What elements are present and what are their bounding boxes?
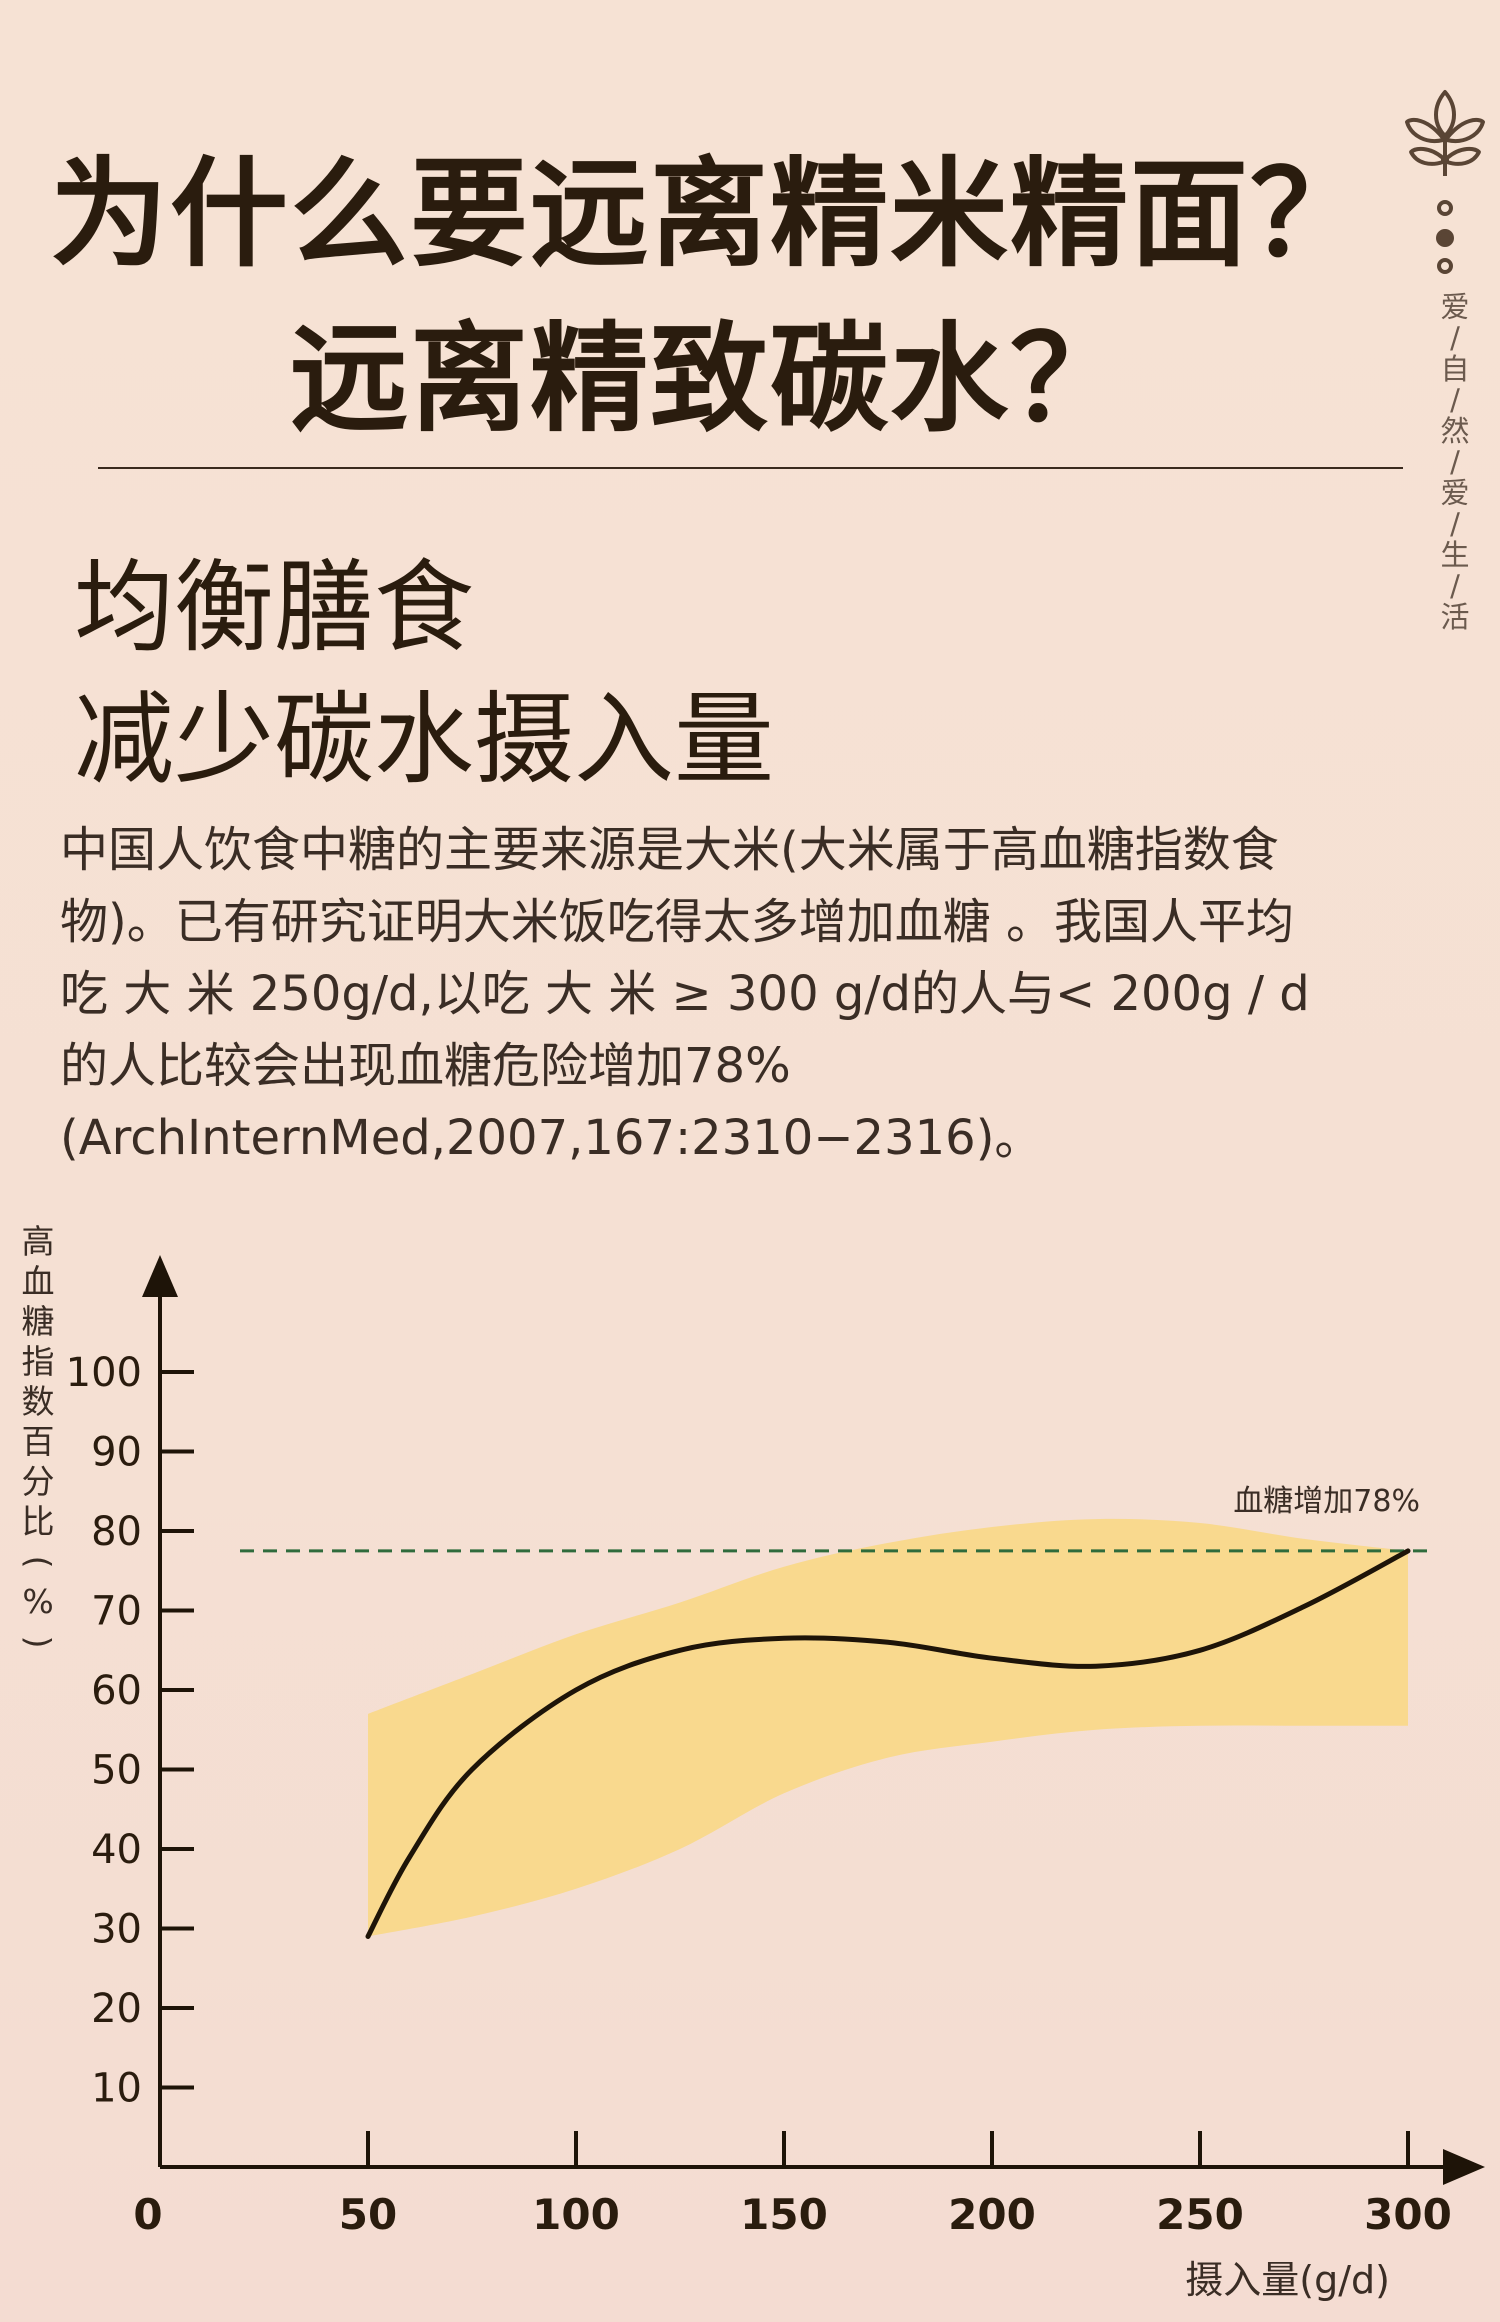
paragraph-line: 吃 大 米 250g/d,以吃 大 米 ≥ 300 g/d的人与< 200g /… bbox=[60, 966, 1310, 1022]
x-tick-label: 300 bbox=[1364, 2190, 1452, 2239]
paragraph-line: 的人比较会出现血糖危险增加78% bbox=[60, 1038, 791, 1094]
y-axis-label: 高血糖指数百分比(%) bbox=[19, 1222, 58, 1662]
y-axis-label-char: 比 bbox=[21, 1502, 55, 1541]
y-tick-label: 60 bbox=[91, 1668, 142, 1714]
side-char: 活 bbox=[1440, 600, 1470, 634]
x-tick-label: 200 bbox=[948, 2190, 1036, 2239]
x-axis-label: 摄入量(g/d) bbox=[1185, 2258, 1390, 2302]
y-tick-label: 70 bbox=[91, 1589, 142, 1635]
subtitle-balanced-diet: 均衡膳食 bbox=[74, 549, 474, 666]
y-axis-label-char: 糖 bbox=[21, 1302, 55, 1341]
glycemic-chart: 10 20 30 40 50 60 70 80 90 100 0 50 100 150 200 250 300 血… bbox=[66, 1255, 1485, 2302]
y-tick-label: 80 bbox=[91, 1509, 142, 1555]
y-tick-label: 90 bbox=[91, 1430, 142, 1476]
paragraph-line: (ArchInternMed,2007,167:2310−2316)。 bbox=[60, 1110, 1043, 1166]
y-axis-label-char: 分 bbox=[21, 1462, 55, 1501]
title-line-2: 远离精致碳水？ bbox=[289, 310, 1130, 448]
confidence-band bbox=[368, 1518, 1408, 1937]
y-tick-label: 10 bbox=[91, 2066, 142, 2112]
y-axis-arrow bbox=[142, 1255, 178, 1297]
y-tick-label: 50 bbox=[91, 1748, 142, 1794]
y-tick-label: 100 bbox=[66, 1350, 142, 1396]
side-vertical-text: 爱 / 自 / 然 / 爱 / 生 / 活 bbox=[1440, 292, 1470, 633]
side-char: / bbox=[1450, 569, 1460, 603]
y-axis-label-char: 高 bbox=[21, 1222, 55, 1261]
y-axis-label-char: % bbox=[22, 1582, 54, 1621]
x-tick-label: 50 bbox=[339, 2190, 397, 2239]
side-brand bbox=[1400, 78, 1490, 278]
wheat-sprout-icon bbox=[1405, 90, 1485, 274]
side-char: 生 bbox=[1440, 538, 1470, 572]
x-tick-label: 150 bbox=[740, 2190, 828, 2239]
series-line bbox=[365, 1548, 1411, 1939]
y-axis-label-char: 指 bbox=[21, 1342, 55, 1381]
side-char: 爱 bbox=[1440, 476, 1470, 510]
paragraph-line: 物)。已有研究证明大米饭吃得太多增加血糖 。我国人平均 bbox=[60, 894, 1294, 950]
y-tick-label: 20 bbox=[91, 1986, 142, 2032]
x-tick-label: 0 bbox=[133, 2190, 162, 2239]
side-char: / bbox=[1450, 321, 1460, 355]
x-axis-arrow bbox=[1443, 2149, 1485, 2185]
y-axis-label-char: 数 bbox=[21, 1382, 55, 1421]
x-tick-label: 100 bbox=[532, 2190, 620, 2239]
y-tick-label: 40 bbox=[91, 1827, 142, 1873]
side-char: 爱 bbox=[1440, 290, 1470, 324]
paragraph-line: 中国人饮食中糖的主要来源是大米(大米属于高血糖指数食 bbox=[60, 822, 1279, 878]
side-char: 然 bbox=[1440, 414, 1470, 448]
reference-label: 血糖增加78% bbox=[1233, 1484, 1420, 1519]
side-char: / bbox=[1450, 383, 1460, 417]
y-tick-label: 30 bbox=[91, 1907, 142, 1953]
side-char: / bbox=[1450, 507, 1460, 541]
y-axis-label-char: 百 bbox=[21, 1422, 55, 1461]
subtitle-reduce-carbs: 减少碳水摄入量 bbox=[74, 681, 774, 798]
title-divider bbox=[98, 467, 1403, 469]
side-char: 自 bbox=[1440, 352, 1470, 386]
side-char: / bbox=[1450, 445, 1460, 479]
y-axis-label-char: 血 bbox=[21, 1262, 55, 1301]
x-tick-label: 250 bbox=[1156, 2190, 1244, 2239]
title-line-1: 为什么要远离精米精面？ bbox=[49, 145, 1370, 283]
